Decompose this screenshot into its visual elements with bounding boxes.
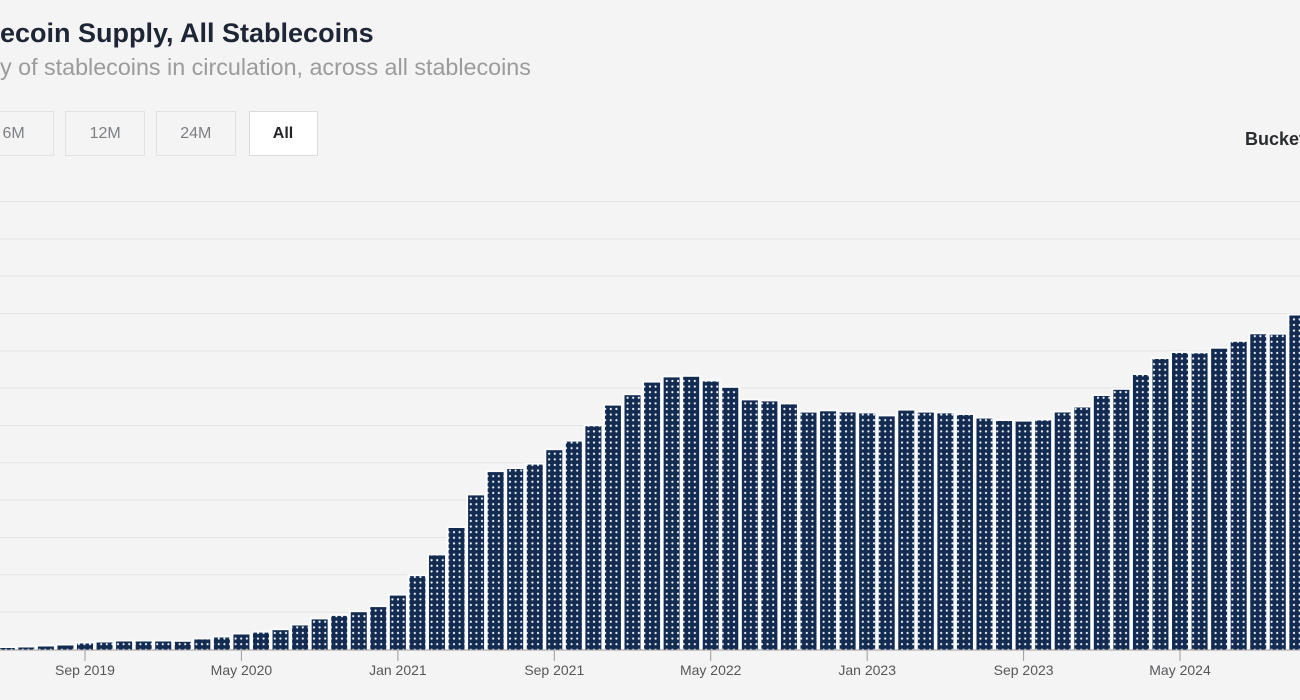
svg-text:Jan 2021: Jan 2021 — [369, 662, 427, 678]
svg-text:May 2020: May 2020 — [211, 662, 273, 678]
svg-text:Sep 2023: Sep 2023 — [994, 662, 1054, 678]
svg-text:Jan 2023: Jan 2023 — [838, 662, 896, 678]
svg-text:Sep 2021: Sep 2021 — [524, 662, 584, 678]
svg-text:Sep 2019: Sep 2019 — [55, 662, 115, 678]
svg-text:May 2022: May 2022 — [680, 662, 742, 678]
svg-text:May 2024: May 2024 — [1149, 662, 1211, 678]
